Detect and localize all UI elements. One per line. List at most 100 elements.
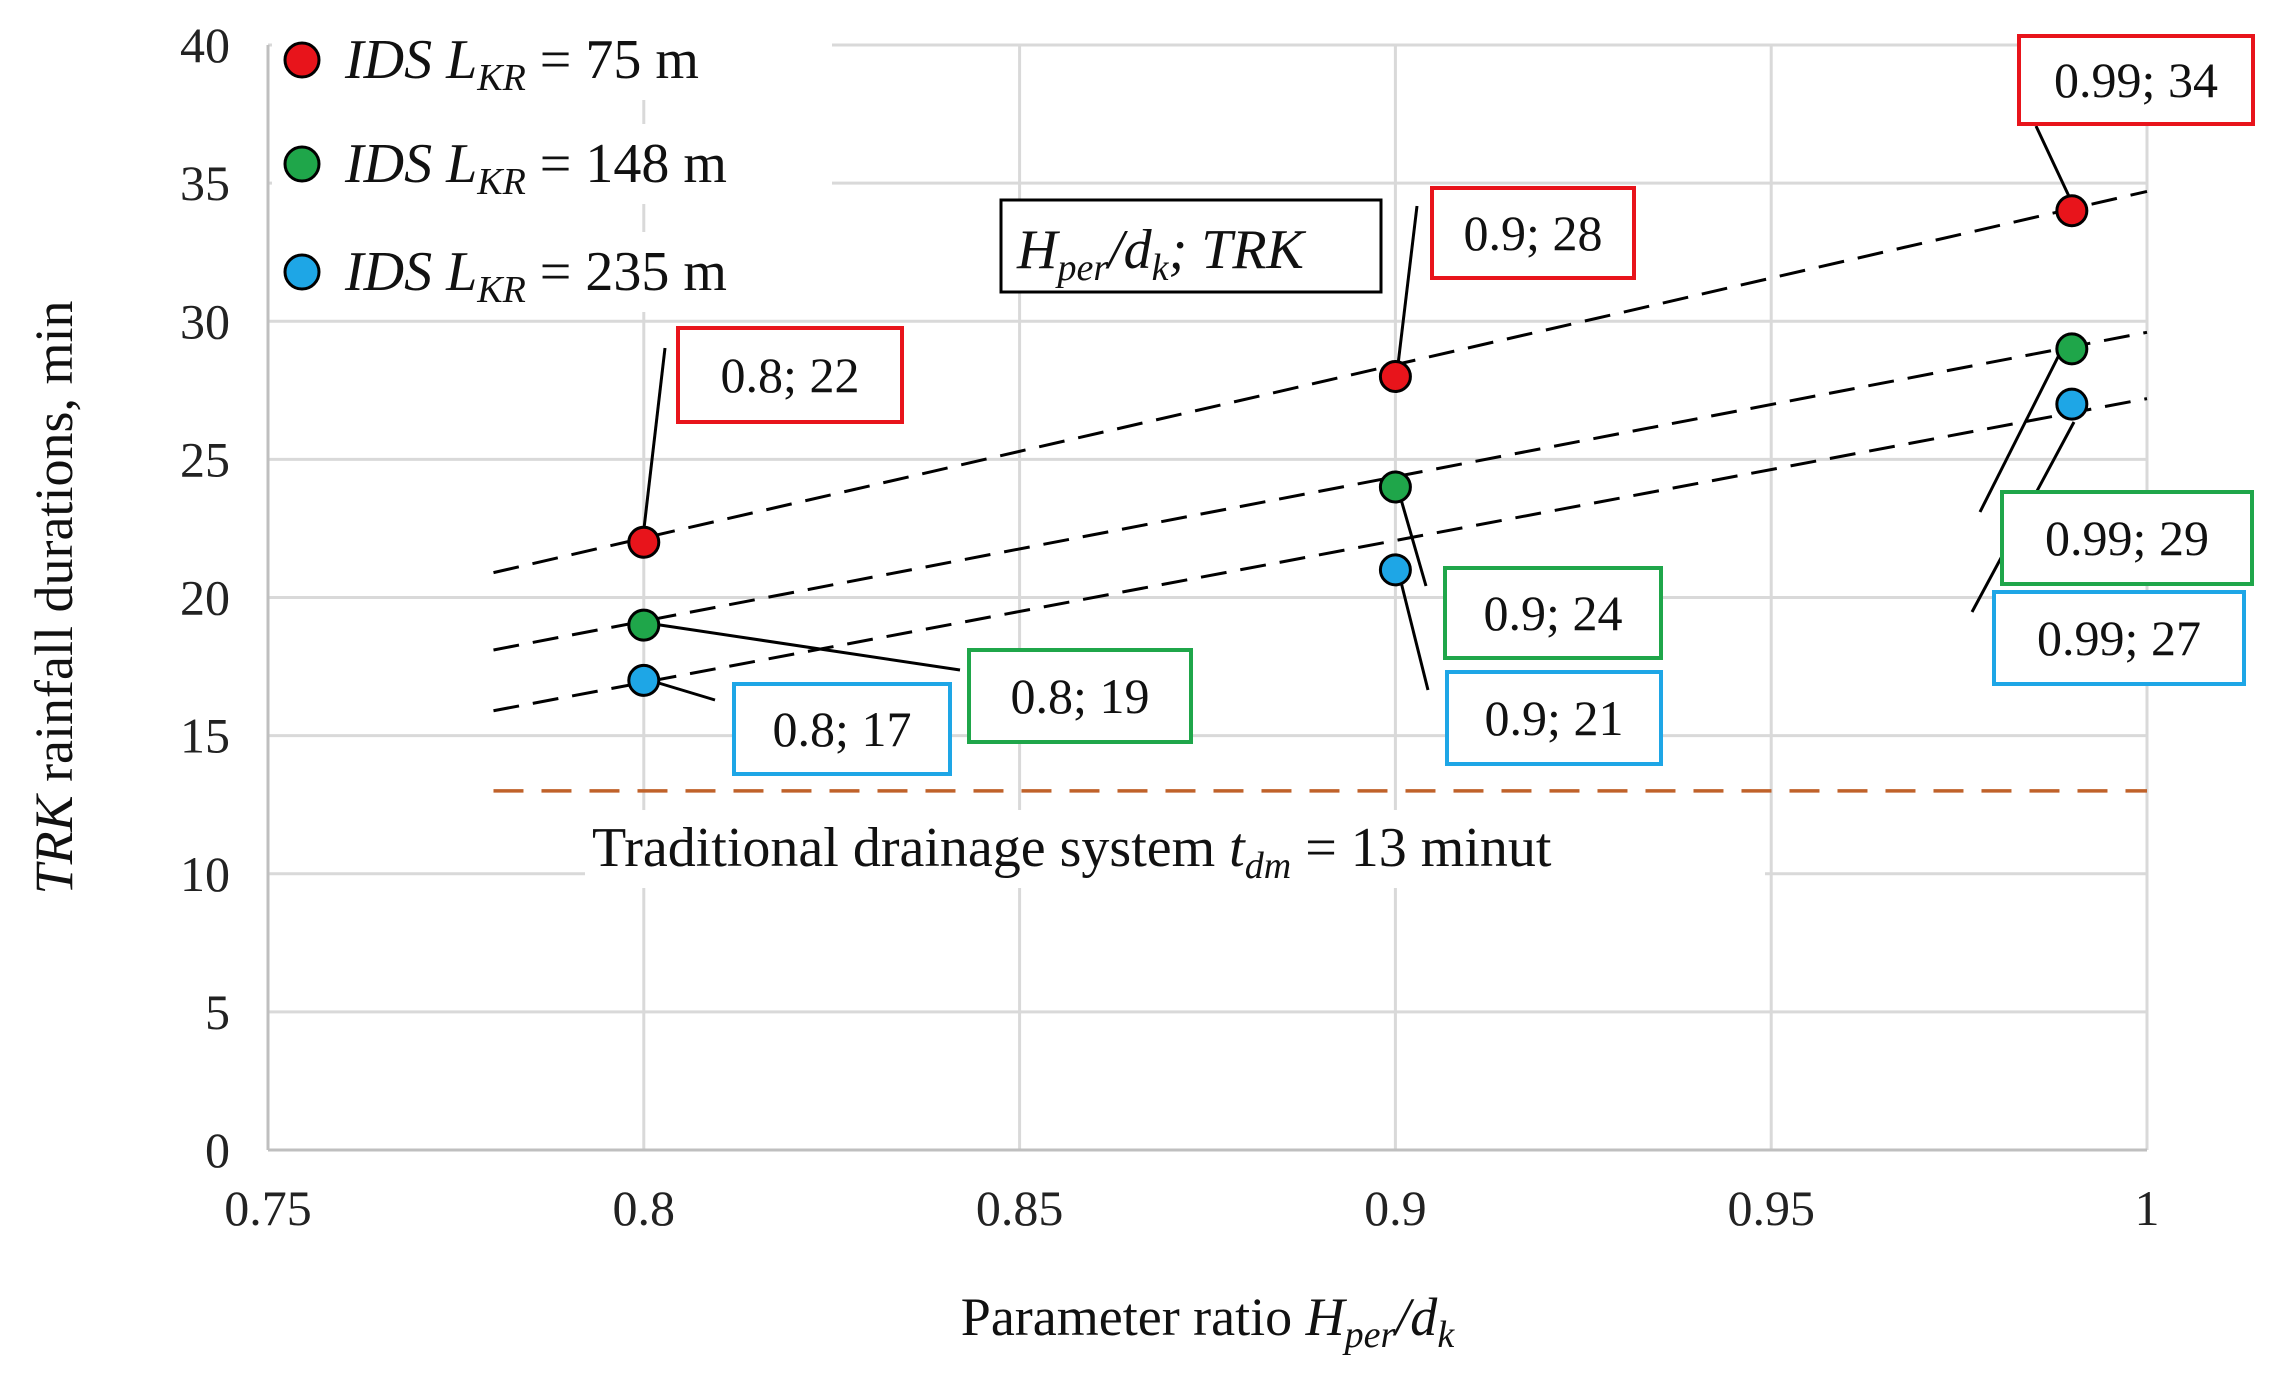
trend-lines (493, 189, 2148, 713)
y-title-italic: TRK (24, 792, 84, 894)
leader-line (1396, 569, 1430, 691)
leader-line (2034, 125, 2076, 208)
legend-prefix: IDS L (344, 241, 477, 303)
trend-line-3 (493, 397, 2148, 713)
legend-sub: KR (476, 269, 526, 311)
legend-entry: IDS LKR = 235 m (344, 241, 727, 311)
axes (266, 45, 2147, 1152)
x-axis-title: Parameter ratio Hper/dk (961, 1287, 1456, 1356)
legend-entry: IDS LKR = 75 m (344, 29, 699, 99)
axis-titles: Parameter ratio Hper/dk TRK rainfall dura… (24, 301, 1455, 1356)
data-label-box (2017, 34, 2255, 126)
key-slash: /d (1105, 219, 1153, 281)
data-points (627, 194, 2089, 697)
y-tick-label: 30 (180, 293, 230, 349)
data-label-box (2000, 490, 2254, 586)
x-tick-label: 0.95 (1727, 1180, 1815, 1236)
data-point (1378, 553, 1412, 587)
x-tick-label: 1 (2135, 1180, 2160, 1236)
trend-line-2 (493, 330, 2148, 652)
data-point (1378, 360, 1412, 393)
key-var: H (1016, 219, 1060, 281)
y-tick-label: 20 (180, 570, 230, 626)
y-title-rest: rainfall durations, min (24, 301, 84, 796)
y-axis-title: TRK rainfall durations, min (24, 301, 84, 895)
data-point (2055, 387, 2089, 421)
data-label-box (967, 648, 1193, 744)
trad-label-var: t (1229, 817, 1246, 879)
legend-marker (283, 145, 321, 183)
trad-label-rest: = 13 minut (1291, 817, 1552, 879)
data-label: 0.8; 19 (1011, 668, 1150, 724)
data-label: 0.9; 28 (1464, 205, 1603, 261)
legend-bg (272, 232, 832, 312)
data-label-box (732, 682, 952, 776)
data-point (627, 608, 661, 642)
data-point (1378, 470, 1412, 504)
data-label-box (1445, 670, 1663, 766)
data-point (2055, 332, 2089, 366)
traditional-label-bg (585, 810, 1765, 888)
y-tick-label: 5 (205, 984, 230, 1040)
data-label: 0.8; 22 (721, 347, 860, 403)
reference-line-group: Traditional drainage system tdm = 13 min… (493, 789, 2147, 888)
data-label-box (1430, 186, 1636, 280)
trend-line-1 (493, 189, 2148, 575)
data-point (627, 525, 661, 559)
data-point (627, 663, 661, 697)
legend-bg (272, 124, 832, 204)
key-rest: ; TRK (1169, 219, 1307, 281)
x-title-slash: /d (1392, 1287, 1438, 1347)
x-tick-label: 0.8 (613, 1180, 676, 1236)
y-tick-label: 25 (180, 431, 230, 487)
legend-bg (272, 20, 832, 100)
data-point (2055, 194, 2089, 228)
leader-line (1978, 352, 2062, 513)
legend-marker (283, 41, 321, 79)
trad-label-sub: dm (1245, 845, 1291, 887)
legend-value: = 75 m (526, 29, 699, 91)
data-label: 0.9; 24 (1484, 585, 1623, 641)
x-title-var: H (1305, 1287, 1348, 1347)
y-tick-label: 35 (180, 155, 230, 211)
y-tick-label: 15 (180, 708, 230, 764)
data-label: 0.99; 34 (2054, 52, 2218, 108)
leader-line (1395, 205, 1419, 374)
x-tick-label: 0.75 (224, 1180, 312, 1236)
x-title-var2-sub: k (1437, 1314, 1455, 1356)
key-box (999, 198, 1383, 294)
x-tick-label: 0.85 (976, 1180, 1064, 1236)
y-tick-label: 40 (180, 17, 230, 73)
legend-value: = 235 m (526, 241, 727, 303)
data-label: 0.99; 29 (2045, 510, 2209, 566)
y-tick-label: 0 (205, 1122, 230, 1178)
legend-marker (283, 253, 321, 291)
legend-prefix: IDS L (344, 133, 477, 195)
trad-label-prefix: Traditional drainage system (592, 817, 1229, 879)
legend-sub: KR (476, 57, 526, 99)
key-var-sub: per (1054, 247, 1108, 289)
y-tick-label: 10 (180, 846, 230, 902)
legend-value: = 148 m (526, 133, 727, 195)
legend-entry: IDS LKR = 148 m (344, 133, 727, 203)
leader-line (639, 620, 961, 672)
legend-prefix: IDS L (344, 29, 477, 91)
x-title-var-sub: per (1342, 1314, 1396, 1356)
data-label: 0.9; 21 (1485, 690, 1624, 746)
data-label: 0.8; 17 (773, 701, 912, 757)
key-box-label: Hper/dk; TRK (1016, 219, 1307, 289)
data-label: 0.99; 27 (2037, 610, 2201, 666)
legend-sub: KR (476, 161, 526, 203)
x-tick-label: 0.9 (1364, 1180, 1427, 1236)
data-label-box (1443, 566, 1663, 660)
traditional-drainage-label: Traditional drainage system tdm = 13 min… (592, 817, 1552, 887)
data-label-box (676, 326, 904, 424)
data-labels: 0.8; 22 0.9; 28 0.99; 34 0.8; 19 0.9; 24 0.99… (676, 34, 2255, 776)
leader-line (641, 347, 667, 538)
data-label-box (1992, 590, 2246, 686)
key-var2-sub: k (1152, 247, 1170, 289)
x-title-prefix: Parameter ratio (961, 1287, 1306, 1347)
